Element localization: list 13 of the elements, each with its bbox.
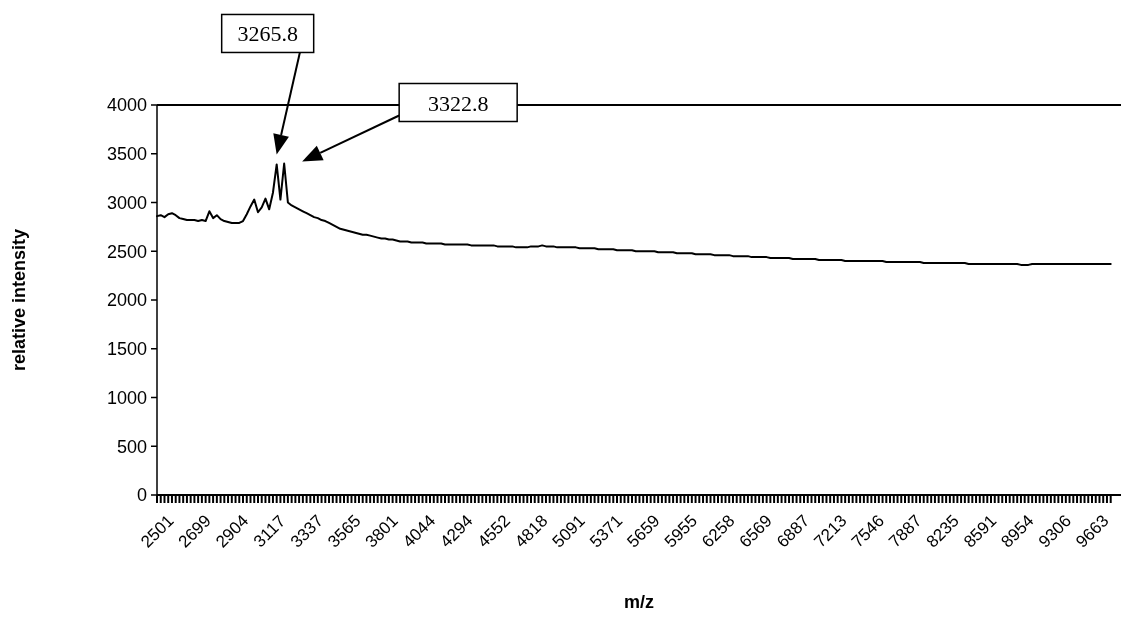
- y-tick-label: 2500: [106, 241, 147, 262]
- y-axis-title: relative intensity: [9, 228, 29, 372]
- x-axis-title: m/z: [623, 592, 655, 612]
- y-tick-label: 0: [136, 485, 147, 506]
- y-tick-label: 4000: [106, 95, 147, 116]
- y-tick-label: 3000: [106, 192, 147, 213]
- y-tick-label: 3500: [106, 144, 147, 165]
- text: 3265.8: [237, 21, 298, 47]
- y-tick-label: 2000: [106, 290, 147, 311]
- y-tick-label: 1500: [106, 339, 147, 360]
- y-tick-label: 500: [116, 436, 147, 457]
- y-tick-label: 1000: [106, 387, 147, 408]
- annotation: 3322.8: [427, 90, 489, 116]
